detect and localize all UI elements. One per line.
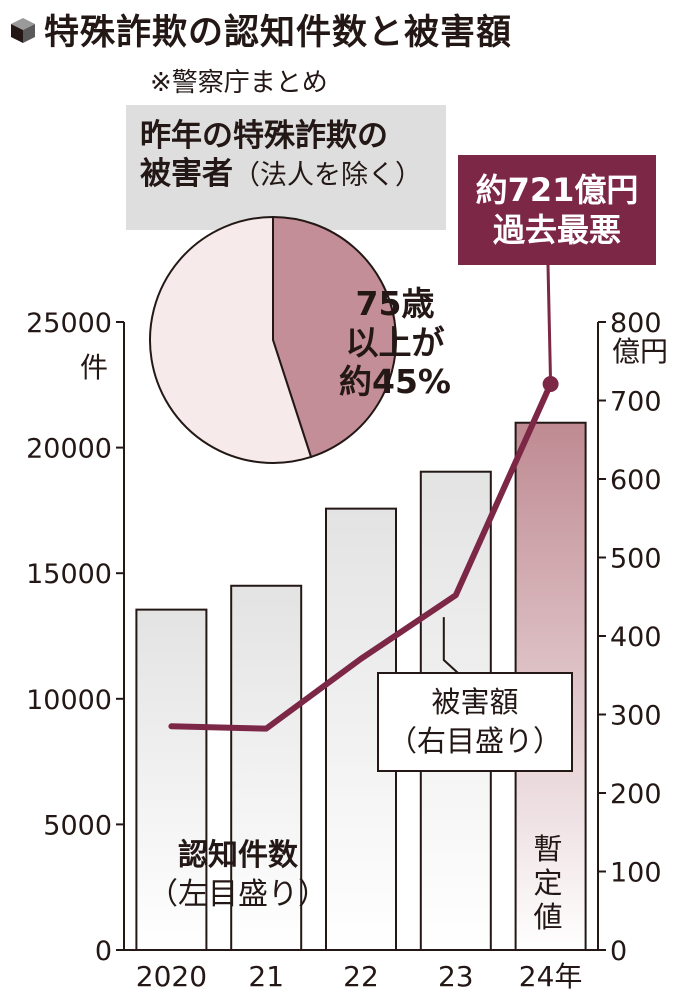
pie-label-line3: 約45% xyxy=(339,361,451,401)
bar-1 xyxy=(230,584,303,951)
pie-title: 昨年の特殊詐欺の 被害者（法人を除く） xyxy=(140,118,440,194)
left-axis-unit: 件 xyxy=(80,351,109,384)
right-tick-label-2: 200 xyxy=(610,779,662,810)
provisional-label: 暫定値 xyxy=(533,832,563,935)
x-tick-label-3: 23 xyxy=(438,960,474,993)
left-tick-label-2: 10000 xyxy=(26,685,112,716)
line-label-line1: 被害額 xyxy=(431,684,519,719)
line-label-line2: （右目盛り） xyxy=(387,724,562,758)
left-tick-label-3: 15000 xyxy=(26,559,112,590)
pie-title-line2: 被害者（法人を除く） xyxy=(140,156,440,194)
callout-line2: 過去最悪 xyxy=(492,211,621,249)
left-tick-label-0: 0 xyxy=(95,936,112,967)
right-tick-label-6: 600 xyxy=(610,465,662,496)
left-tick-label-5: 25000 xyxy=(26,308,112,339)
pie-slice-label: 75歳 以上が 約45% xyxy=(315,284,475,402)
title-row: 特殊詐欺の認知件数と被害額 xyxy=(8,4,512,55)
x-tick-label-2: 22 xyxy=(343,960,379,993)
bar-label-line1: 認知件数 xyxy=(178,838,298,873)
pie-title-sub: （法人を除く） xyxy=(233,159,422,191)
bar-label-line2: （左目盛り） xyxy=(148,877,328,912)
connectors xyxy=(442,264,553,674)
chart-title: 特殊詐欺の認知件数と被害額 xyxy=(44,13,513,53)
damage-line-path xyxy=(168,381,554,732)
line-label-leader xyxy=(442,617,459,674)
right-tick-label-5: 500 xyxy=(610,544,662,575)
x-tick-label-4: 24年 xyxy=(519,960,583,993)
right-axis-unit: 億円 xyxy=(612,335,669,368)
pie-slice-0 xyxy=(272,215,397,459)
callout-leader xyxy=(546,264,553,385)
pie-label-line2: 以上が xyxy=(345,322,445,362)
damage-callout: 約721億円 過去最悪 xyxy=(458,155,656,265)
line-series-label: 被害額 （右目盛り） xyxy=(377,672,573,772)
right-tick-label-4: 400 xyxy=(610,622,662,653)
right-tick-label-7: 700 xyxy=(610,387,662,418)
pie-title-main: 被害者 xyxy=(140,155,233,192)
bar-series-label: 認知件数 （左目盛り） xyxy=(138,836,338,914)
pie-label-line1: 75歳 xyxy=(355,284,435,323)
source-note: ※警察庁まとめ xyxy=(150,68,328,98)
bar-0 xyxy=(135,608,208,952)
cube-icon xyxy=(11,17,35,43)
x-tick-label-0: 2020 xyxy=(136,960,207,993)
pie-slice-1 xyxy=(149,215,313,464)
right-tick-label-8: 800 xyxy=(610,308,662,339)
right-tick-label-0: 0 xyxy=(610,936,627,967)
callout-line1: 約721億円 xyxy=(475,171,639,209)
pie-title-line1: 昨年の特殊詐欺の xyxy=(140,118,388,154)
left-tick-label-4: 20000 xyxy=(26,434,112,465)
right-tick-label-3: 300 xyxy=(610,701,662,732)
pie-chart xyxy=(149,215,397,464)
axes: 0 5000 10000 15000 20000 25000 0 100 200 300 400 50… xyxy=(26,308,661,993)
pie-title-background xyxy=(126,105,446,230)
x-tick-label-1: 21 xyxy=(248,960,284,993)
right-tick-label-1: 100 xyxy=(610,858,662,889)
left-tick-label-1: 5000 xyxy=(43,810,112,841)
